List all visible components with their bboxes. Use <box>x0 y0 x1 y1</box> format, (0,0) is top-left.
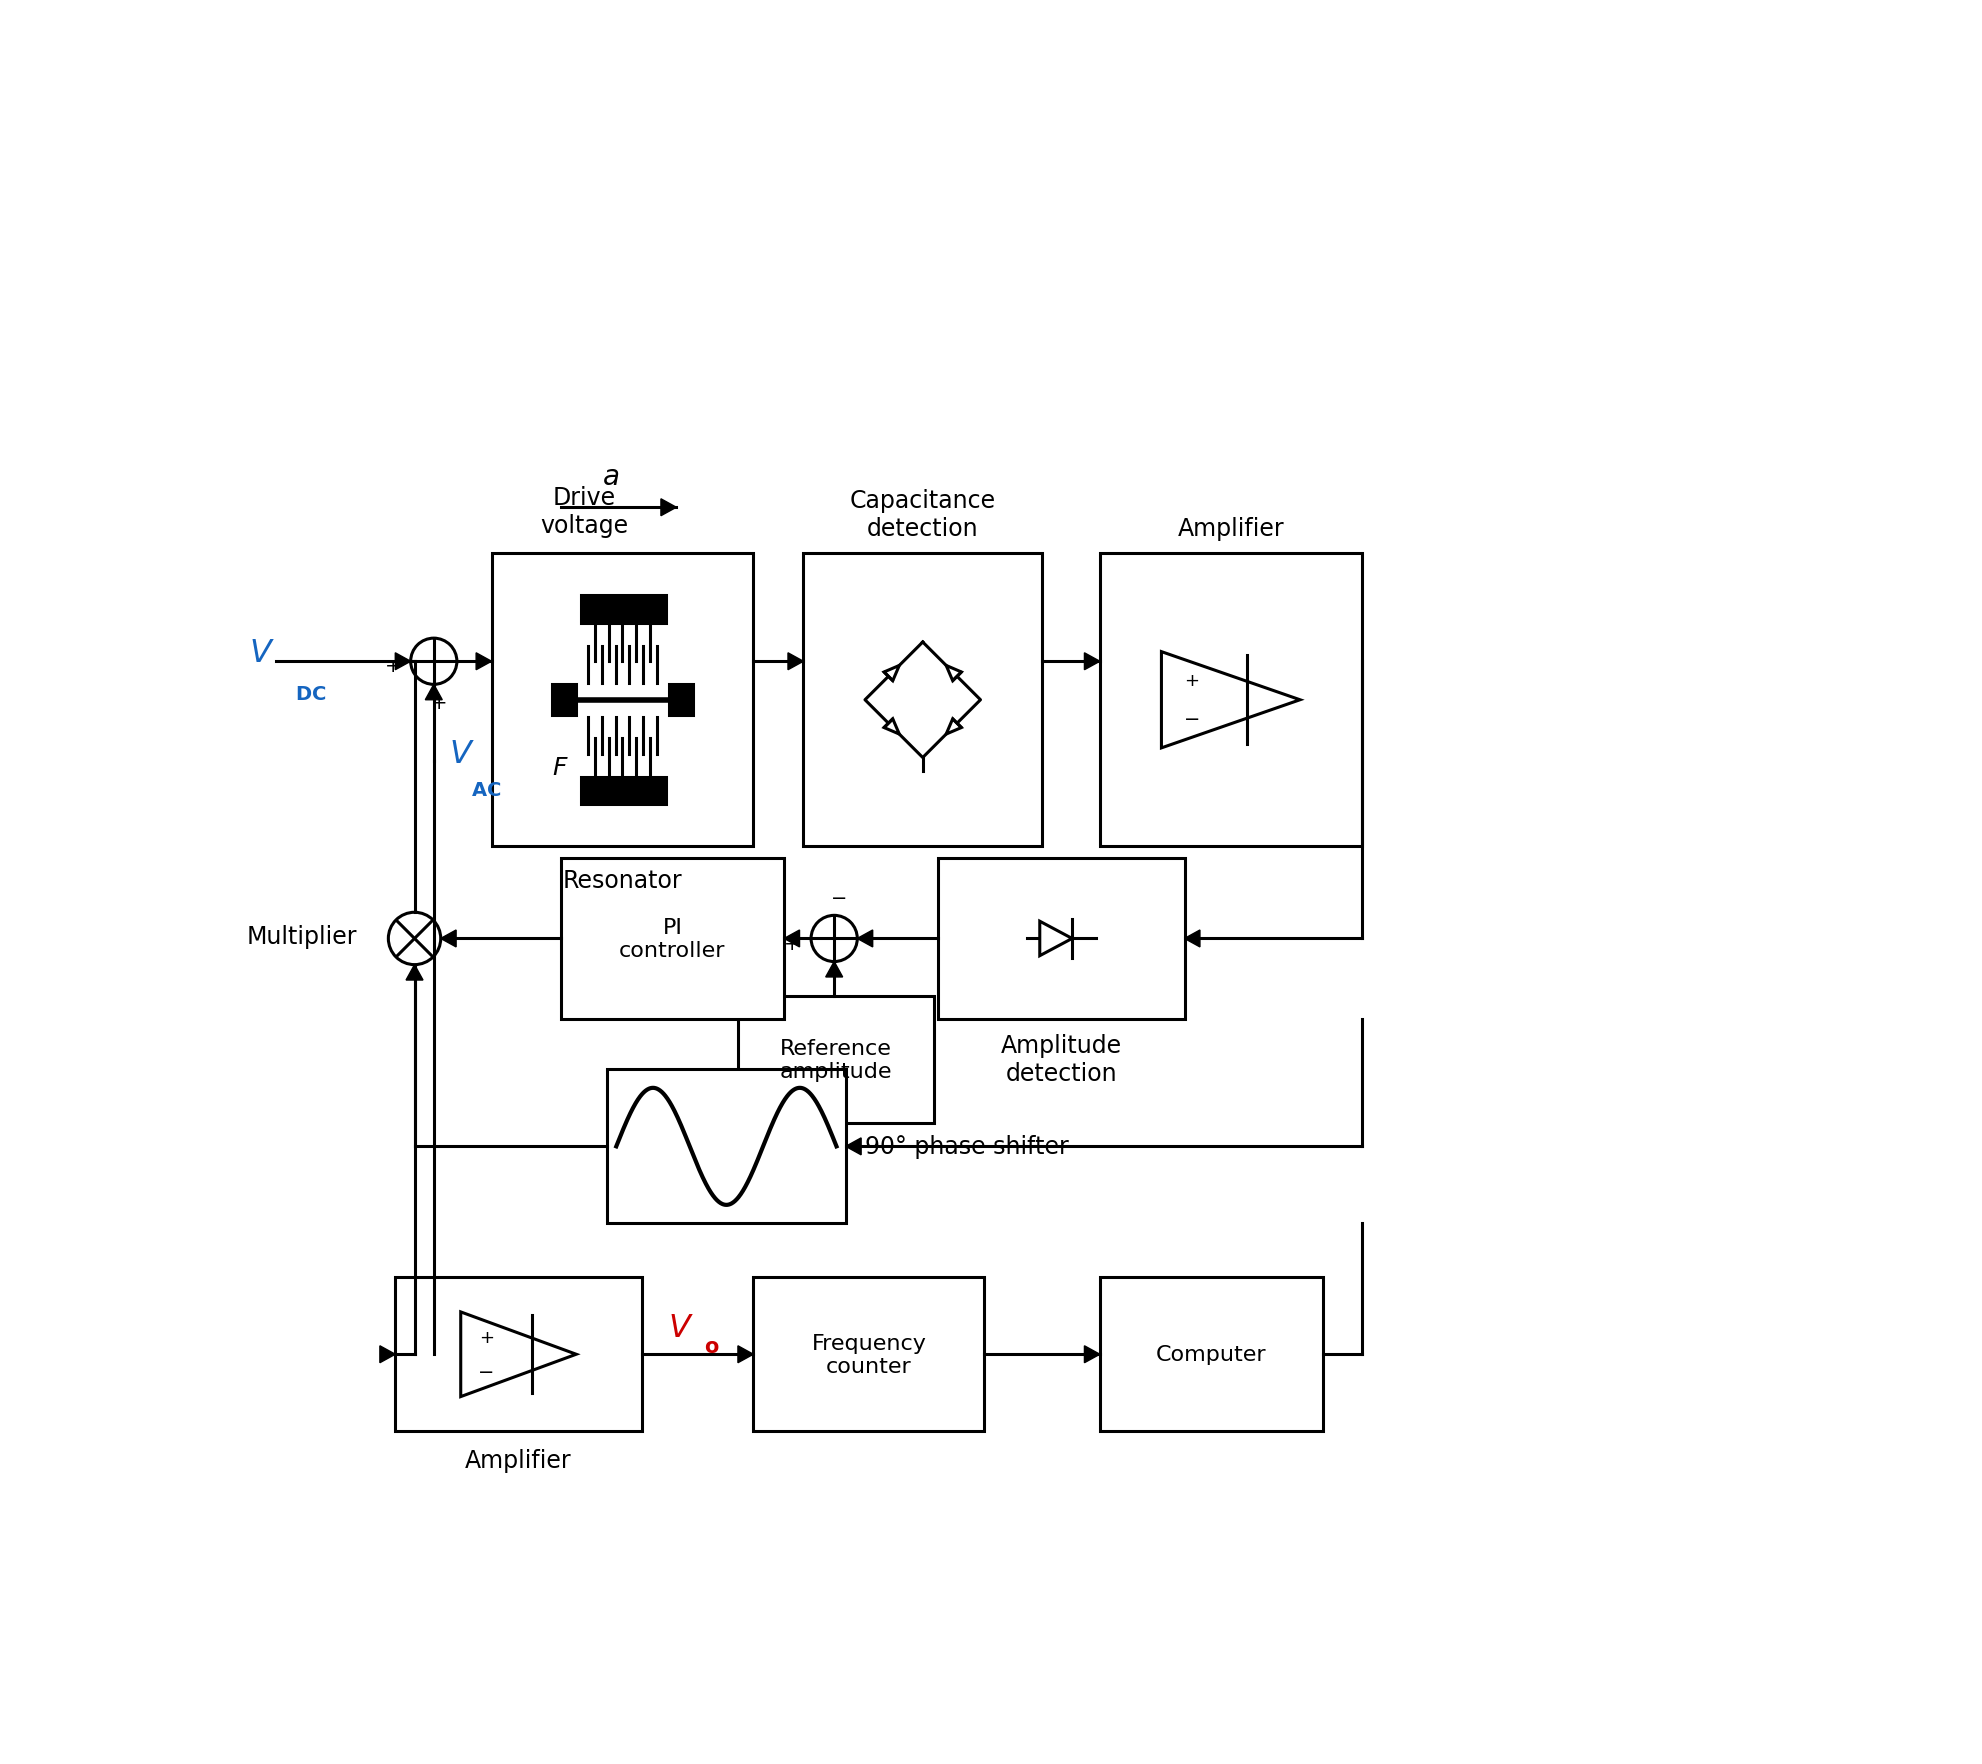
Bar <box>737 997 934 1124</box>
Text: +: + <box>1183 672 1199 690</box>
Text: $\mathbf{o}$: $\mathbf{o}$ <box>704 1335 719 1357</box>
Bar <box>1100 554 1362 847</box>
Text: 90° phase shifter: 90° phase shifter <box>864 1134 1068 1159</box>
Bar <box>668 684 694 716</box>
Text: Resonator: Resonator <box>563 868 682 893</box>
Polygon shape <box>660 499 676 517</box>
Bar <box>606 1069 844 1224</box>
Text: $\mathbf{DC}$: $\mathbf{DC}$ <box>295 684 327 704</box>
Bar <box>561 857 783 1020</box>
Text: −: − <box>1183 711 1199 729</box>
Polygon shape <box>844 1138 860 1155</box>
Polygon shape <box>1084 1346 1100 1364</box>
Polygon shape <box>787 653 803 670</box>
Text: $\mathit{V}$: $\mathit{V}$ <box>668 1312 694 1342</box>
Text: Reference
amplitude: Reference amplitude <box>779 1039 892 1081</box>
Bar <box>581 778 666 804</box>
Text: Frequency
counter: Frequency counter <box>811 1334 926 1376</box>
Text: Multiplier: Multiplier <box>246 924 357 949</box>
Text: Computer: Computer <box>1156 1344 1266 1365</box>
Text: +: + <box>385 656 400 676</box>
Text: Capacitance
detection: Capacitance detection <box>848 489 995 540</box>
Text: Amplifier: Amplifier <box>466 1448 571 1473</box>
Text: $\mathit{F}$: $\mathit{F}$ <box>553 755 569 780</box>
Text: Amplitude
detection: Amplitude detection <box>1001 1034 1122 1085</box>
Text: $\mathit{V}$: $\mathit{V}$ <box>248 637 274 669</box>
Polygon shape <box>1183 930 1199 947</box>
Polygon shape <box>406 965 422 981</box>
Polygon shape <box>945 667 961 681</box>
Bar <box>394 1277 642 1431</box>
Bar <box>551 684 577 716</box>
Text: Amplifier: Amplifier <box>1177 517 1284 540</box>
Text: PI
controller: PI controller <box>618 917 725 961</box>
Bar <box>803 554 1043 847</box>
Polygon shape <box>1084 653 1100 670</box>
Polygon shape <box>381 1346 394 1364</box>
Polygon shape <box>884 720 900 734</box>
Text: +: + <box>785 935 801 953</box>
Polygon shape <box>440 930 456 947</box>
Text: +: + <box>430 693 448 713</box>
Text: −: − <box>478 1362 494 1381</box>
Polygon shape <box>884 667 900 681</box>
Polygon shape <box>476 653 492 670</box>
Text: $\mathit{a}$: $\mathit{a}$ <box>603 462 618 490</box>
Polygon shape <box>1039 921 1072 956</box>
Polygon shape <box>945 720 961 734</box>
Text: −: − <box>830 889 848 908</box>
Text: $\mathbf{AC}$: $\mathbf{AC}$ <box>470 780 501 799</box>
Bar <box>492 554 753 847</box>
Bar <box>937 857 1183 1020</box>
Polygon shape <box>825 961 842 977</box>
Text: $\mathit{V}$: $\mathit{V}$ <box>450 739 476 769</box>
Bar <box>581 596 666 623</box>
Bar <box>1100 1277 1322 1431</box>
Text: Drive
voltage: Drive voltage <box>539 485 628 538</box>
Text: +: + <box>478 1328 494 1346</box>
Polygon shape <box>783 930 799 947</box>
Bar <box>753 1277 983 1431</box>
Polygon shape <box>737 1346 753 1364</box>
Polygon shape <box>394 653 410 670</box>
Polygon shape <box>424 684 442 700</box>
Polygon shape <box>856 930 872 947</box>
